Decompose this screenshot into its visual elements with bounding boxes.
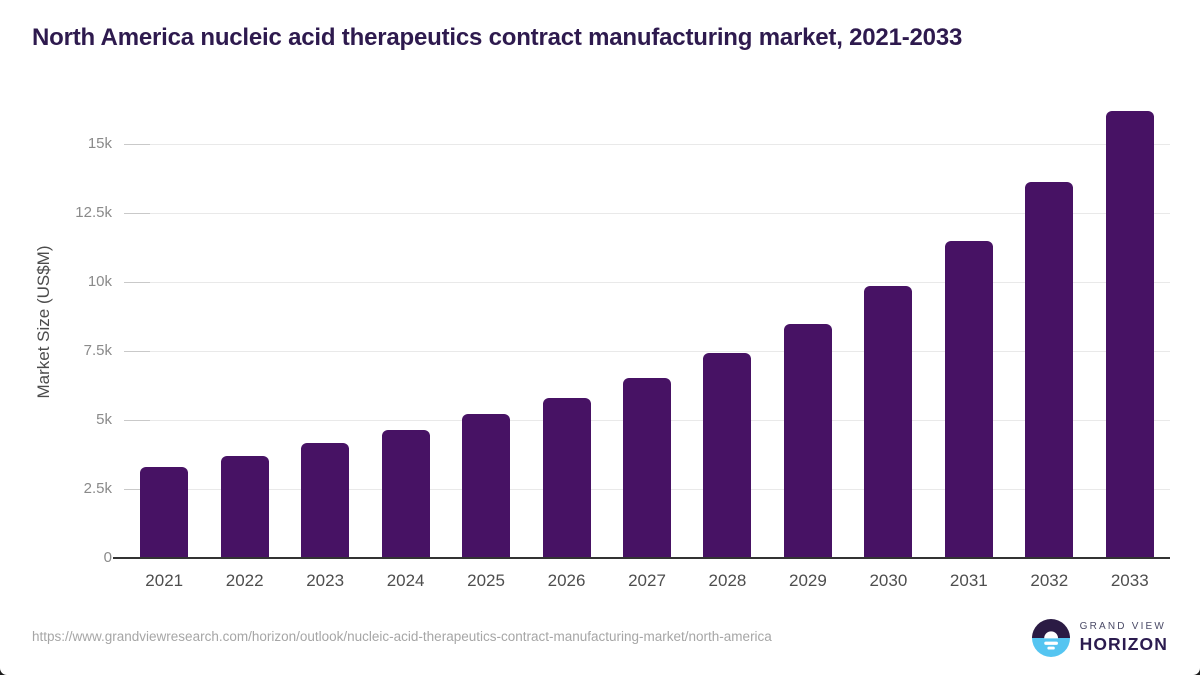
bar-2026[interactable] bbox=[542, 397, 591, 558]
source-url: https://www.grandviewresearch.com/horizo… bbox=[32, 629, 772, 644]
y-tick-label: 15k bbox=[87, 135, 112, 152]
x-tick-label: 2029 bbox=[789, 571, 827, 590]
gridline-7.5k bbox=[124, 350, 1170, 352]
bar-2025[interactable] bbox=[462, 414, 511, 558]
y-tick-label: 7.5k bbox=[83, 342, 112, 359]
logo-brand-name: GRAND VIEW bbox=[1079, 621, 1167, 632]
bar-2028[interactable] bbox=[703, 352, 752, 558]
bar-2024[interactable] bbox=[381, 429, 430, 558]
bar-2032[interactable] bbox=[1025, 182, 1074, 558]
corner-artifact bbox=[0, 668, 7, 675]
horizon-sun-icon bbox=[1031, 619, 1070, 657]
bar-2029[interactable] bbox=[783, 323, 832, 558]
logo-product-name: HORIZON bbox=[1079, 634, 1168, 654]
bar-2031[interactable] bbox=[944, 240, 993, 558]
bar-2023[interactable] bbox=[301, 442, 350, 558]
logo-text: GRAND VIEW HORIZON bbox=[1080, 621, 1168, 655]
x-tick-label: 2028 bbox=[708, 571, 747, 590]
y-tick-label: 5k bbox=[96, 411, 112, 428]
gridline-12.5k bbox=[124, 212, 1170, 214]
bar-2027[interactable] bbox=[623, 378, 671, 558]
gridline-10k bbox=[124, 281, 1170, 283]
grand-view-horizon-logo: GRAND VIEW HORIZON bbox=[1031, 618, 1168, 658]
x-tick-label: 2022 bbox=[225, 571, 264, 590]
bar-2022[interactable] bbox=[220, 456, 269, 558]
y-tick-label: 12.5k bbox=[75, 204, 112, 221]
x-tick-label: 2023 bbox=[306, 571, 345, 590]
chart-title: North America nucleic acid therapeutics … bbox=[32, 24, 963, 51]
x-tick-label: 2021 bbox=[145, 571, 184, 590]
corner-artifact bbox=[1193, 668, 1200, 675]
y-tick-label: 2.5k bbox=[83, 480, 112, 497]
y-tick-label: 0 bbox=[103, 549, 112, 566]
x-tick-label: 2027 bbox=[628, 571, 666, 590]
x-tick-label: 2030 bbox=[869, 571, 908, 590]
y-axis-title: Market Size (US$M) bbox=[34, 245, 53, 399]
x-tick-label: 2033 bbox=[1110, 571, 1149, 590]
y-tick-label: 10k bbox=[87, 273, 112, 290]
bar-2021[interactable] bbox=[140, 466, 189, 558]
x-tick-label: 2026 bbox=[547, 571, 586, 590]
x-tick-label: 2024 bbox=[386, 571, 425, 590]
x-tick-label: 2032 bbox=[1030, 571, 1069, 590]
bar-2033[interactable] bbox=[1105, 111, 1154, 558]
gridline-15k bbox=[124, 143, 1170, 145]
x-tick-label: 2025 bbox=[467, 571, 505, 590]
bar-2030[interactable] bbox=[864, 286, 913, 558]
x-tick-label: 2031 bbox=[949, 571, 988, 590]
x-axis-line bbox=[113, 557, 1170, 559]
